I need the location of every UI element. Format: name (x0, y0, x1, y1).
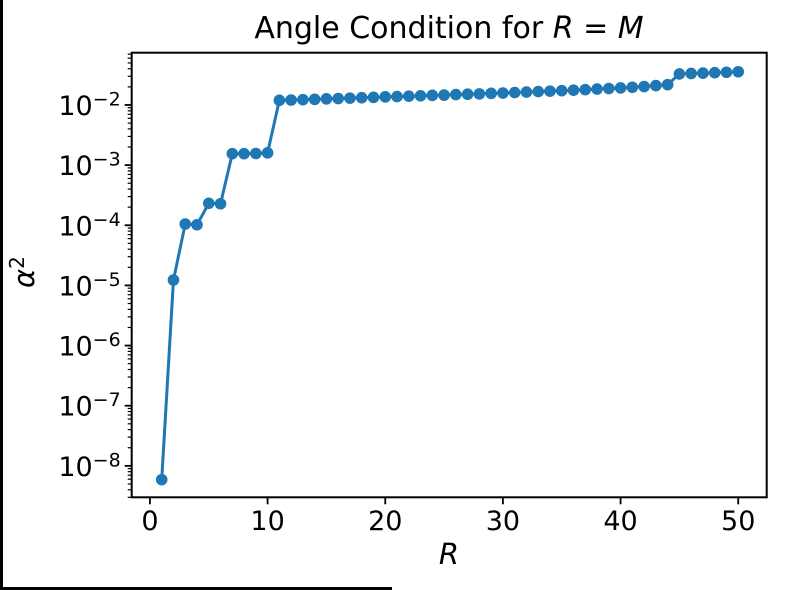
data-point (532, 85, 545, 98)
y-tick-label: 10−7 (58, 389, 120, 423)
x-tick-label: 10 (250, 506, 284, 537)
data-point (485, 87, 497, 100)
data-point (379, 91, 392, 103)
data-point (332, 92, 344, 105)
data-point (473, 88, 486, 100)
y-axis-label: α2 (5, 256, 41, 288)
data-point (450, 88, 462, 101)
data-point (426, 89, 439, 102)
data-point (238, 147, 250, 160)
y-tick-label: 10−3 (58, 149, 120, 183)
x-tick-label: 50 (721, 506, 755, 537)
data-point (685, 67, 697, 80)
data-point (650, 79, 662, 92)
data-point (673, 68, 686, 80)
window-edge-left (0, 0, 3, 590)
data-point (544, 85, 556, 97)
data-point (414, 90, 427, 102)
data-point (579, 83, 592, 96)
data-point (285, 94, 297, 106)
data-point (497, 87, 509, 99)
data-point (167, 274, 180, 286)
series-line (160, 70, 740, 482)
data-point (179, 218, 192, 230)
chart-title: Angle Condition for R = M (254, 11, 643, 46)
data-point (732, 65, 745, 78)
data-point (438, 89, 450, 101)
data-point (708, 66, 721, 79)
y-tick-label: 10−6 (58, 329, 120, 363)
y-tick-label: 10−2 (58, 88, 120, 122)
y-tick-label: 10−4 (58, 209, 120, 243)
x-tick-label: 0 (141, 506, 158, 537)
data-point (626, 81, 639, 94)
x-tick-label: 20 (368, 506, 402, 537)
data-point (603, 82, 615, 95)
data-point (555, 84, 568, 97)
data-point (344, 92, 356, 104)
y-tick-label: 10−5 (58, 269, 120, 303)
data-point (638, 80, 650, 93)
axes-spines (130, 51, 768, 499)
data-point (355, 91, 368, 104)
data-point (508, 86, 521, 99)
data-point (391, 90, 403, 103)
data-point (214, 197, 227, 210)
data-point (155, 473, 168, 486)
data-point (591, 83, 603, 95)
data-point (297, 93, 309, 106)
data-point (320, 93, 333, 105)
window-edge-bottom (0, 587, 392, 590)
data-point (720, 66, 733, 79)
data-point (367, 91, 380, 104)
data-point (567, 84, 580, 97)
data-point (308, 93, 321, 106)
x-tick-label: 30 (486, 506, 520, 537)
data-point (520, 86, 533, 98)
data-point (250, 147, 262, 160)
x-axis-label: R (439, 537, 459, 571)
data-point (273, 94, 286, 107)
y-tick-label: 10−8 (58, 449, 120, 483)
data-point (261, 147, 274, 159)
data-point (226, 147, 239, 160)
data-point (697, 67, 709, 79)
data-point (191, 218, 203, 231)
data-point (461, 88, 474, 101)
data-point (661, 78, 674, 91)
data-point (202, 197, 215, 210)
data-point (402, 90, 415, 102)
data-point (614, 82, 627, 94)
x-tick-label: 40 (603, 506, 637, 537)
